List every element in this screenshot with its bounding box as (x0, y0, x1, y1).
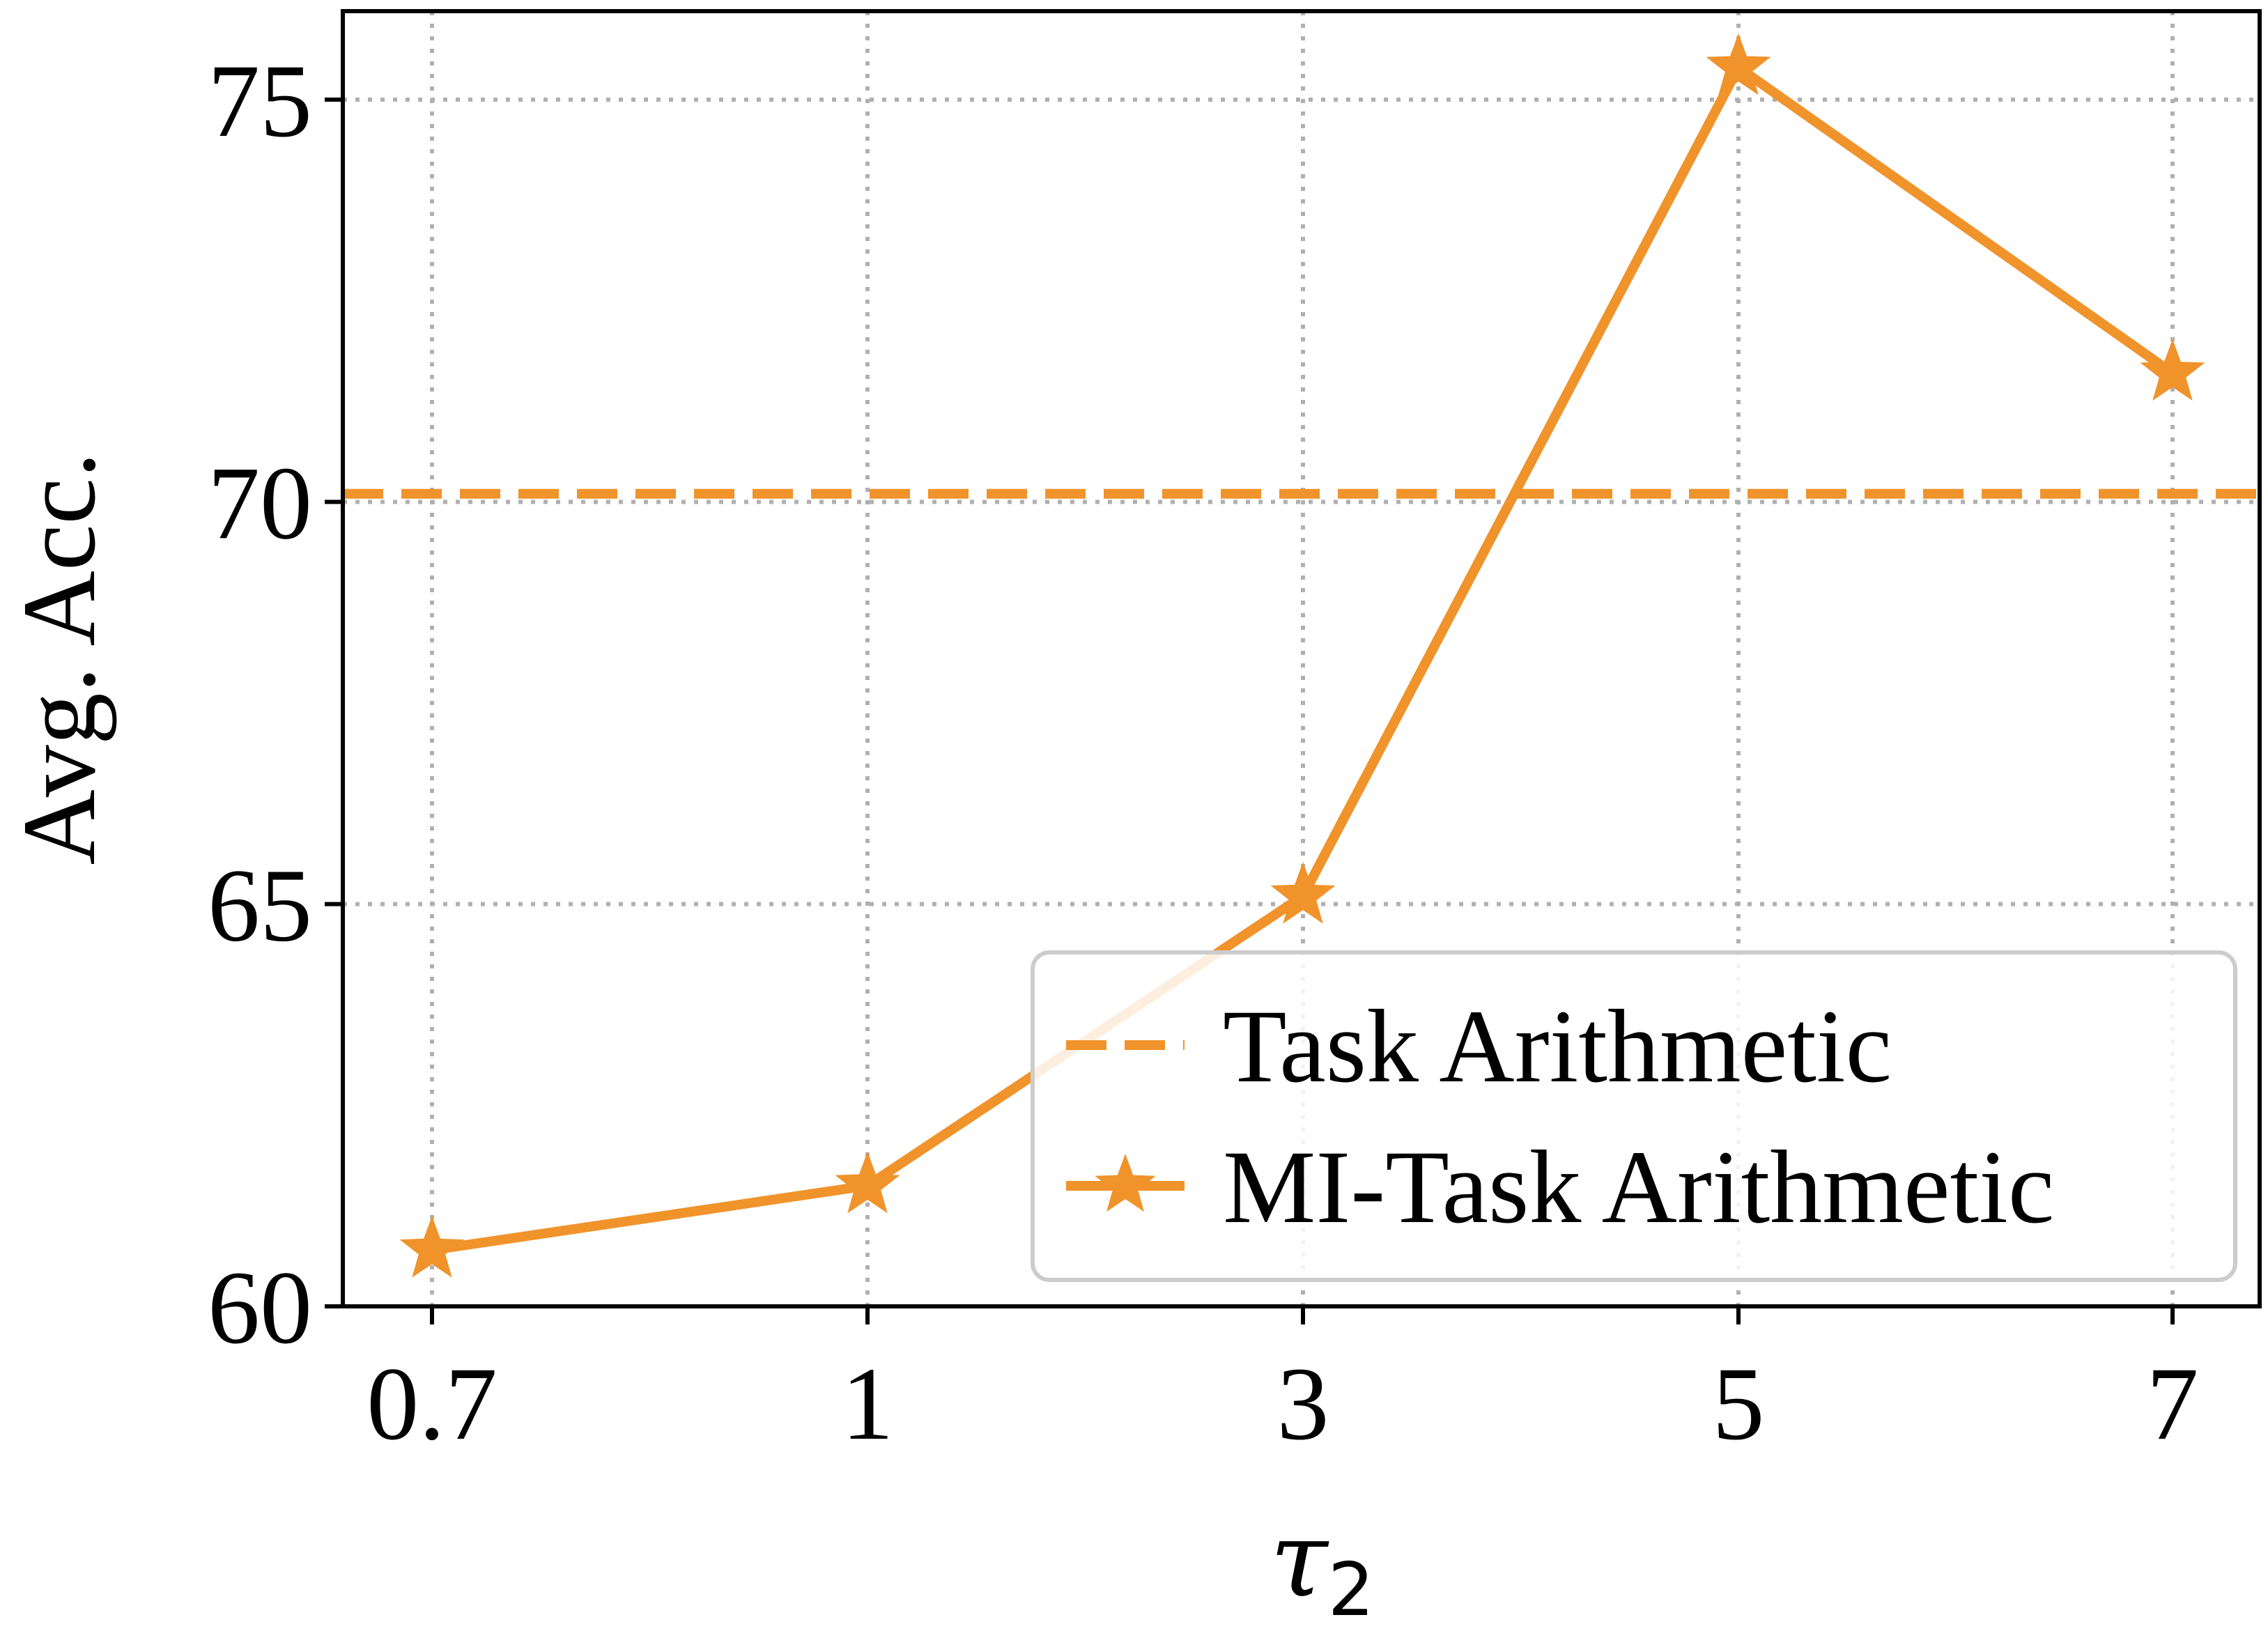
x-tick-label: 7 (2147, 1346, 2199, 1462)
x-axis-label-symbol: τ (1270, 1499, 1329, 1621)
x-tick-label: 0.7 (367, 1346, 497, 1462)
series-lines (399, 33, 2205, 1278)
x-axis-label: τ2 (1270, 1499, 1375, 1632)
y-tick-label: 60 (208, 1250, 312, 1366)
series-point-star (1270, 862, 1336, 924)
legend-swatch-star (1095, 1154, 1156, 1212)
legend: Task Arithmetic MI-Task Arithmetic (1031, 950, 2237, 1282)
y-tick-label: 65 (208, 848, 312, 964)
legend-box (1031, 950, 2237, 1282)
x-tick-label: 3 (1277, 1346, 1329, 1462)
axis-ticks: 0.7 1 3 5 7 60 65 70 75 (208, 43, 2199, 1462)
series-point-star (1706, 33, 1771, 95)
x-tick-label: 5 (1713, 1346, 1765, 1462)
series-point-star (835, 1151, 900, 1214)
legend-label-task-arithmetic: Task Arithmetic (1223, 989, 1892, 1104)
y-tick-label: 70 (208, 445, 312, 561)
series-point-star (2140, 339, 2205, 401)
x-tick-label: 1 (842, 1346, 894, 1462)
legend-label-mi-task-arithmetic: MI-Task Arithmetic (1223, 1129, 2054, 1245)
series-point-star (399, 1216, 465, 1278)
y-tick-label: 75 (208, 43, 312, 159)
y-axis-label: Avg. Acc. (1, 452, 117, 865)
x-axis-label-subscript: 2 (1328, 1547, 1375, 1632)
